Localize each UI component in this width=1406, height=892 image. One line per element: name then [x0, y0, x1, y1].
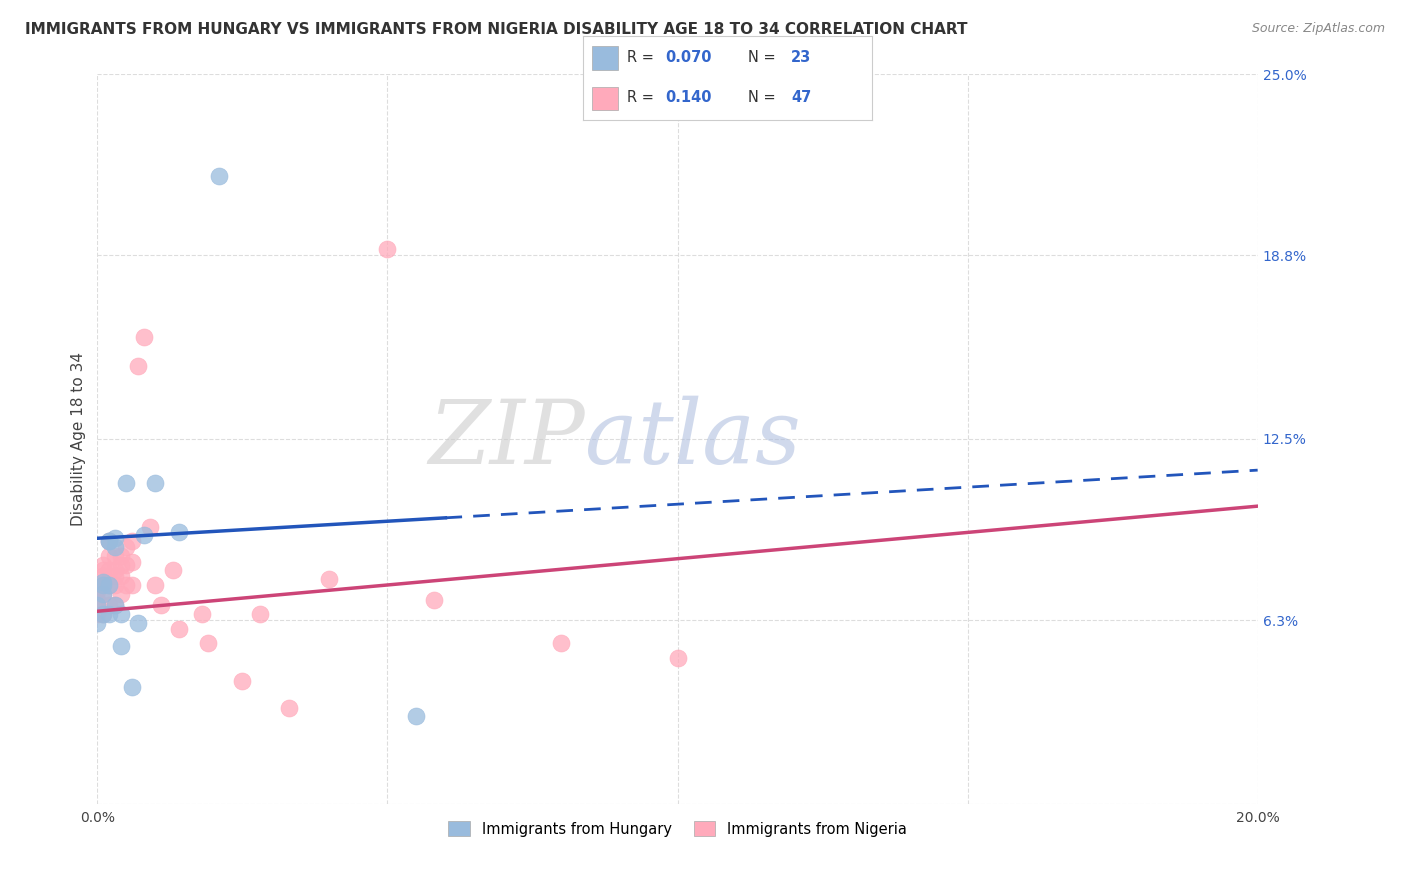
Point — [110, 558, 132, 572]
Point — [150, 599, 173, 613]
Point — [91, 587, 114, 601]
Point — [666, 651, 689, 665]
Point — [91, 587, 114, 601]
Text: ZIP: ZIP — [427, 395, 585, 483]
Point — [86, 583, 108, 598]
Point — [110, 587, 132, 601]
Point — [86, 592, 108, 607]
Point — [91, 607, 114, 622]
Point — [132, 330, 155, 344]
Point — [423, 592, 446, 607]
Point — [127, 615, 149, 630]
Point — [91, 607, 114, 622]
Point — [104, 531, 127, 545]
Text: 23: 23 — [792, 50, 811, 65]
Text: 0.070: 0.070 — [665, 50, 711, 65]
Point — [110, 549, 132, 563]
Point — [86, 599, 108, 613]
Bar — [592, 45, 619, 70]
Text: R =: R = — [627, 50, 658, 65]
Text: R =: R = — [627, 90, 662, 105]
Point — [121, 555, 143, 569]
Point — [110, 640, 132, 654]
Point — [97, 607, 120, 622]
Point — [91, 558, 114, 572]
Point — [115, 540, 138, 554]
Point — [132, 528, 155, 542]
Point — [115, 475, 138, 490]
Point — [249, 607, 271, 622]
Point — [231, 674, 253, 689]
Point — [91, 569, 114, 583]
Text: atlas: atlas — [585, 395, 800, 483]
Text: N =: N = — [748, 90, 780, 105]
Point — [377, 242, 399, 256]
Point — [86, 615, 108, 630]
Point — [145, 475, 167, 490]
Point — [110, 569, 132, 583]
Point — [115, 558, 138, 572]
Point — [86, 599, 108, 613]
Point — [104, 563, 127, 577]
Point — [550, 636, 572, 650]
Point — [110, 607, 132, 622]
Point — [104, 569, 127, 583]
Text: IMMIGRANTS FROM HUNGARY VS IMMIGRANTS FROM NIGERIA DISABILITY AGE 18 TO 34 CORRE: IMMIGRANTS FROM HUNGARY VS IMMIGRANTS FR… — [25, 22, 967, 37]
Point — [197, 636, 219, 650]
Point — [91, 563, 114, 577]
Point — [97, 534, 120, 549]
Point — [97, 578, 120, 592]
Legend: Immigrants from Hungary, Immigrants from Nigeria: Immigrants from Hungary, Immigrants from… — [441, 814, 914, 844]
Text: 0.140: 0.140 — [665, 90, 711, 105]
Point — [145, 578, 167, 592]
Point — [97, 534, 120, 549]
Point — [138, 519, 160, 533]
Text: Source: ZipAtlas.com: Source: ZipAtlas.com — [1251, 22, 1385, 36]
Bar — [592, 87, 619, 111]
Point — [115, 578, 138, 592]
Point — [277, 700, 299, 714]
Point — [405, 709, 427, 723]
Point — [167, 525, 190, 540]
Point — [86, 607, 108, 622]
Point — [104, 599, 127, 613]
Text: N =: N = — [748, 50, 780, 65]
Point — [97, 563, 120, 577]
Point — [91, 578, 114, 592]
Point — [104, 540, 127, 554]
Point — [127, 359, 149, 373]
Point — [97, 534, 120, 549]
Text: 47: 47 — [792, 90, 811, 105]
Point — [162, 563, 184, 577]
Point — [104, 599, 127, 613]
Point — [97, 599, 120, 613]
Point — [104, 549, 127, 563]
Point — [91, 578, 114, 592]
Point — [91, 575, 114, 590]
Point — [97, 578, 120, 592]
Point — [121, 578, 143, 592]
Point — [191, 607, 214, 622]
Point — [104, 578, 127, 592]
Y-axis label: Disability Age 18 to 34: Disability Age 18 to 34 — [72, 352, 86, 526]
Point — [318, 572, 340, 586]
Point — [167, 622, 190, 636]
Point — [121, 534, 143, 549]
Point — [97, 549, 120, 563]
Point — [121, 680, 143, 694]
Point — [208, 169, 231, 184]
